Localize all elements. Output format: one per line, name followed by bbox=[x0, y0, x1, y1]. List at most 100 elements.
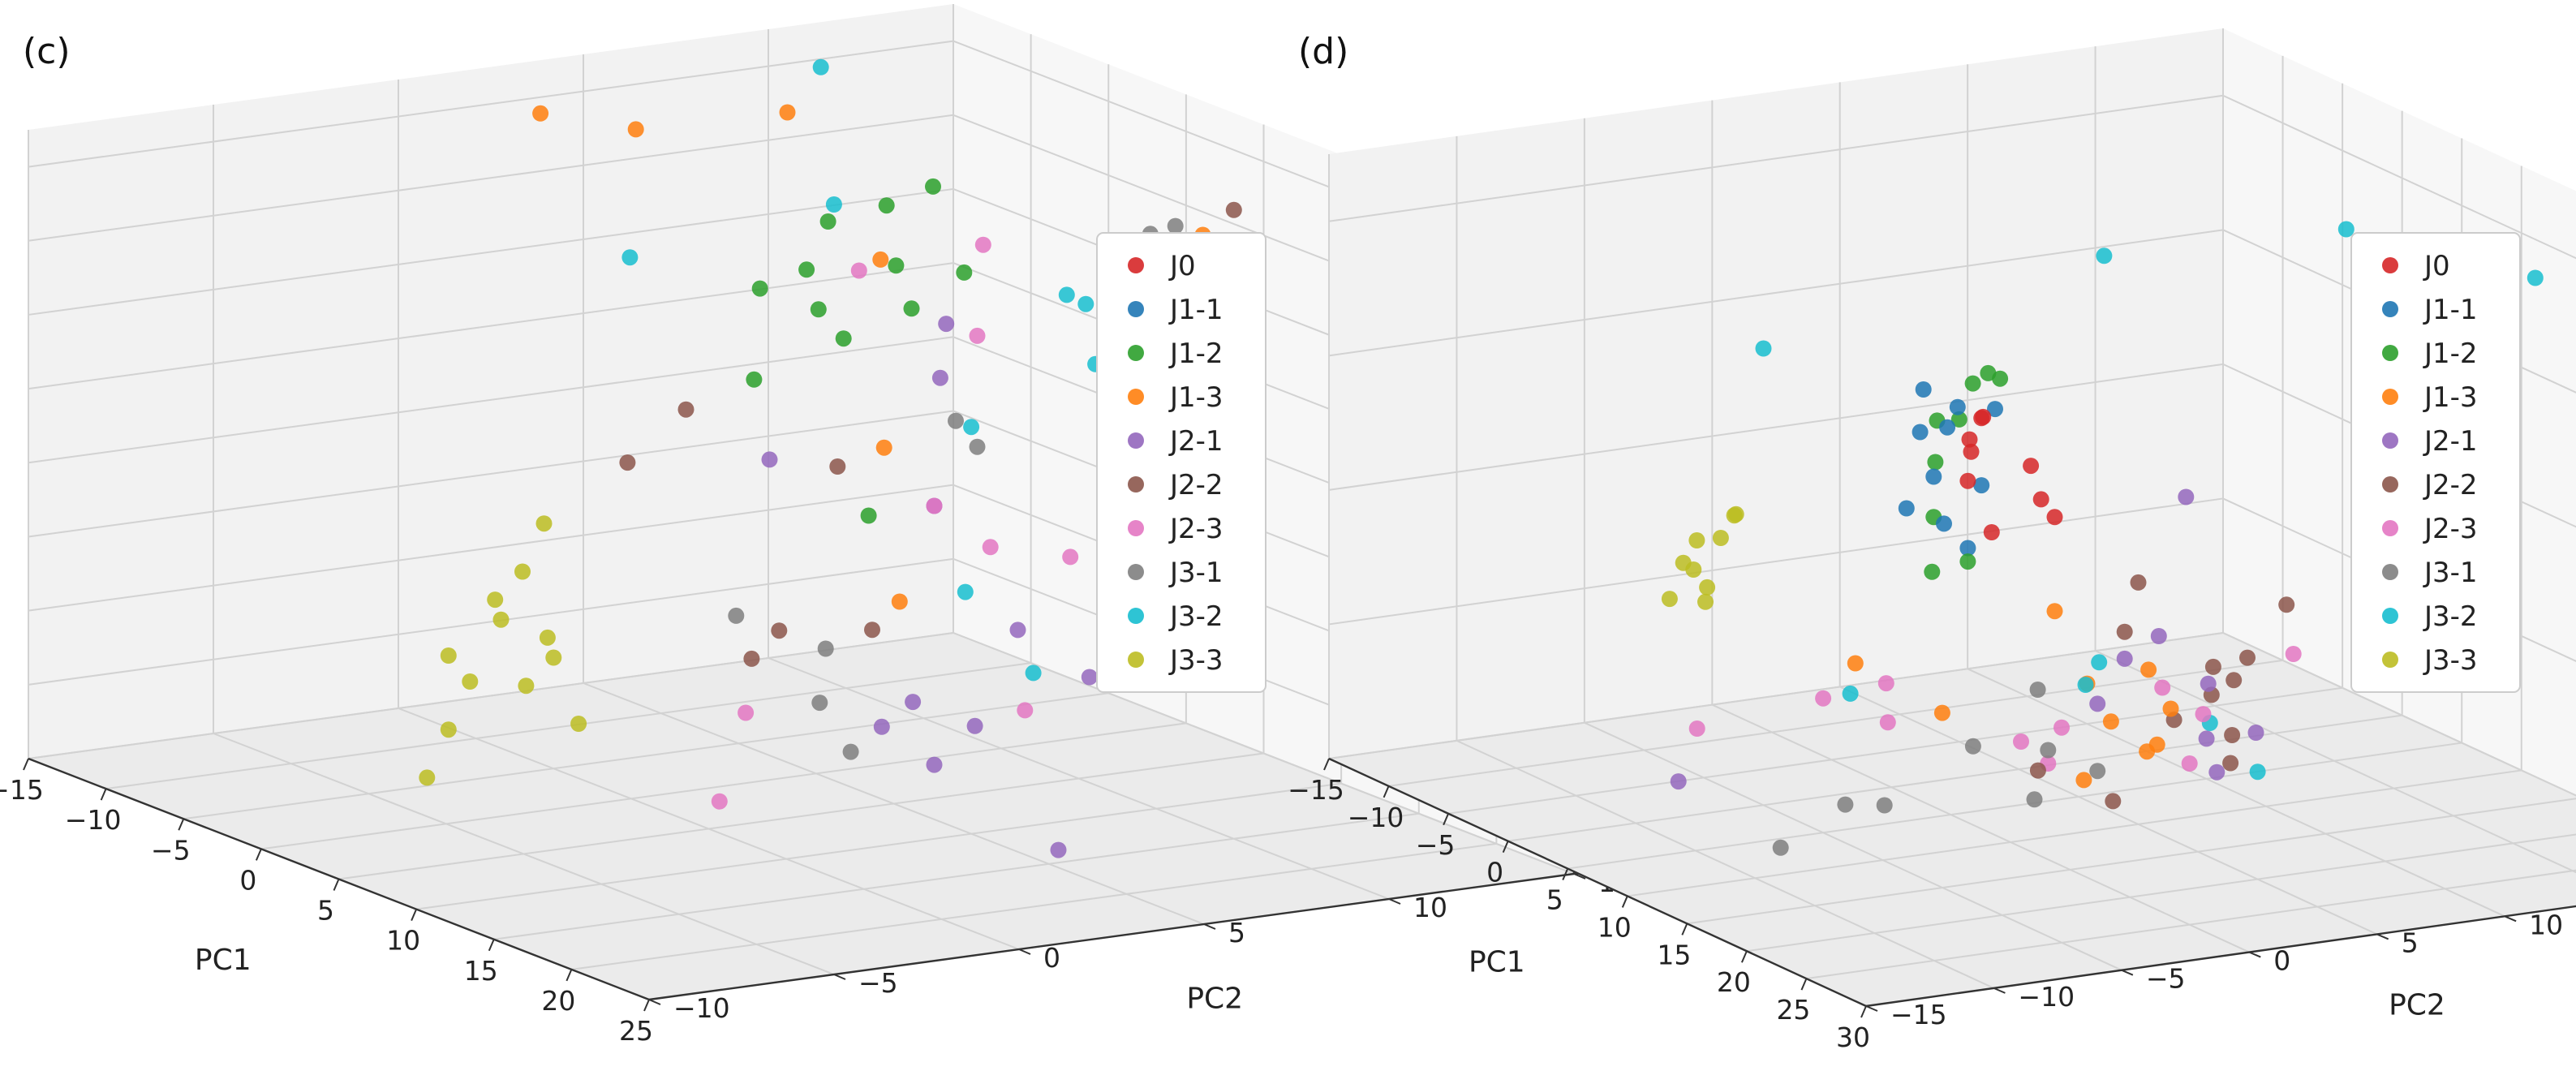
x-axis-label: PC1 bbox=[1469, 946, 1525, 979]
legend-label: J3-2 bbox=[1168, 600, 1223, 633]
point-j2-1 bbox=[761, 451, 778, 468]
point-j1-2 bbox=[798, 261, 815, 278]
grid-line bbox=[1328, 229, 2224, 357]
point-j1-3 bbox=[627, 121, 644, 138]
grid-line bbox=[260, 722, 1187, 850]
point-j1-3 bbox=[872, 251, 889, 268]
point-j3-1 bbox=[1837, 796, 1854, 813]
grid-line bbox=[1806, 869, 2576, 980]
point-j2-3 bbox=[1017, 702, 1034, 719]
point-j2-3 bbox=[738, 704, 755, 721]
floor-pane bbox=[1329, 633, 2576, 1006]
point-j1-2 bbox=[1950, 411, 1967, 428]
point-j2-3 bbox=[2285, 646, 2302, 662]
legend-label: J2-1 bbox=[1168, 425, 1223, 458]
left-wall-pane bbox=[28, 4, 953, 759]
point-j1-1 bbox=[1915, 381, 1932, 398]
legend-label: J0 bbox=[2423, 250, 2450, 282]
point-j1-3 bbox=[1847, 655, 1864, 672]
grid-line bbox=[28, 557, 954, 686]
point-j1-1 bbox=[1949, 398, 1966, 415]
point-j3-3 bbox=[1699, 579, 1716, 596]
point-j3-3 bbox=[1661, 591, 1678, 608]
y-tick-mark bbox=[2376, 933, 2389, 940]
point-j3-2 bbox=[1755, 340, 1772, 357]
y-tick-mark bbox=[1018, 948, 1031, 955]
x-tick-mark bbox=[1800, 978, 1808, 991]
point-j1-2 bbox=[1927, 454, 1944, 471]
x-tick-mark bbox=[411, 909, 418, 922]
point-j2-1 bbox=[2116, 650, 2133, 667]
x-tick-label: −5 bbox=[1416, 829, 1456, 861]
point-j1-3 bbox=[779, 104, 796, 121]
legend-label: J0 bbox=[1168, 250, 1196, 282]
legend-marker bbox=[2382, 476, 2398, 492]
point-j1-2 bbox=[925, 178, 941, 195]
point-j3-1 bbox=[1167, 217, 1184, 234]
x-tick-mark bbox=[643, 999, 650, 1012]
x-tick-label: 25 bbox=[1776, 994, 1810, 1026]
point-j1-1 bbox=[1959, 540, 1976, 557]
legend-marker bbox=[1128, 345, 1144, 361]
point-j2-3 bbox=[1877, 675, 1894, 692]
legend-label: J2-3 bbox=[1168, 513, 1223, 545]
point-j2-3 bbox=[1688, 720, 1705, 737]
y-tick-label: −5 bbox=[858, 967, 898, 999]
point-j3-3 bbox=[535, 515, 553, 532]
grid-line bbox=[28, 187, 954, 316]
point-j2-2 bbox=[677, 401, 695, 418]
point-j2-2 bbox=[1225, 201, 1242, 218]
point-j3-2 bbox=[2527, 269, 2544, 286]
y-tick-mark bbox=[1993, 987, 2006, 994]
point-j2-2 bbox=[743, 650, 760, 667]
legend-marker bbox=[1128, 432, 1144, 449]
legend-label: J2-1 bbox=[2423, 425, 2478, 458]
grid-line bbox=[1328, 497, 2224, 626]
grid-line bbox=[1967, 668, 2505, 918]
grid-line bbox=[571, 842, 1497, 970]
point-j1-2 bbox=[1980, 364, 1997, 381]
x-tick-label: 10 bbox=[1598, 911, 1632, 943]
point-j2-1 bbox=[938, 316, 955, 333]
grid-line bbox=[1328, 363, 2224, 491]
point-j2-3 bbox=[2181, 755, 2198, 772]
point-j2-2 bbox=[2204, 658, 2221, 675]
point-j2-2 bbox=[2226, 672, 2243, 689]
point-j3-3 bbox=[440, 647, 457, 664]
point-j3-3 bbox=[492, 611, 510, 628]
legend-marker bbox=[1128, 652, 1144, 668]
point-j2-2 bbox=[771, 622, 788, 639]
point-j1-2 bbox=[956, 264, 973, 281]
grid-line bbox=[1584, 721, 2122, 971]
point-j3-2 bbox=[1058, 286, 1075, 303]
point-j2-2 bbox=[2029, 762, 2046, 779]
point-j3-2 bbox=[2337, 221, 2355, 238]
point-j2-2 bbox=[2222, 755, 2239, 772]
point-j2-1 bbox=[2208, 763, 2226, 781]
x-tick-mark bbox=[1383, 785, 1390, 798]
y-tick-mark bbox=[648, 999, 661, 1005]
point-j3-1 bbox=[817, 640, 834, 657]
grid-line bbox=[338, 752, 1264, 880]
y-tick-mark bbox=[1865, 1005, 1878, 1012]
y-tick-label: 0 bbox=[1043, 942, 1060, 974]
point-j3-2 bbox=[812, 58, 829, 75]
point-j2-3 bbox=[711, 793, 728, 810]
y-tick-mark bbox=[1203, 923, 1216, 930]
grid-line bbox=[28, 262, 954, 390]
y-tick-mark bbox=[1388, 898, 1401, 905]
point-j2-3 bbox=[974, 236, 991, 253]
point-j3-3 bbox=[1688, 532, 1705, 548]
legend-label: J1-2 bbox=[1168, 338, 1223, 370]
legend-marker bbox=[2382, 432, 2398, 449]
x-tick-mark bbox=[1323, 758, 1330, 771]
x-axis-label: PC1 bbox=[195, 944, 252, 977]
grid-line bbox=[1687, 798, 2576, 925]
point-j1-2 bbox=[810, 301, 827, 318]
legend-marker bbox=[1128, 389, 1144, 405]
point-j2-1 bbox=[2150, 628, 2167, 644]
point-j3-2 bbox=[2096, 247, 2113, 265]
point-j3-1 bbox=[2089, 763, 2106, 780]
x-tick-mark bbox=[333, 879, 340, 891]
